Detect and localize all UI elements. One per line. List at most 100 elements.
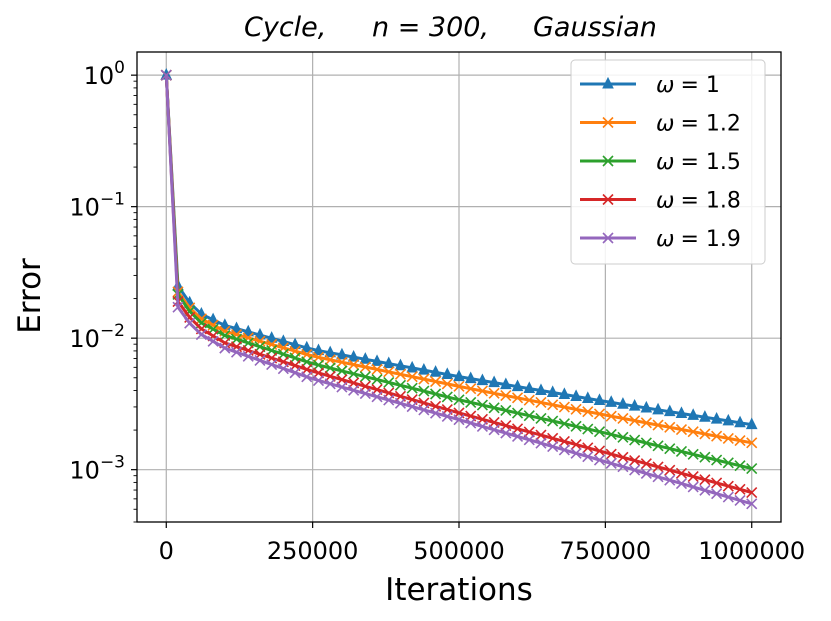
series-0-point-29 — [500, 377, 512, 390]
series-3-point-40 — [629, 454, 641, 467]
series-3-point-33 — [547, 432, 559, 444]
series-0-point-44 — [675, 406, 688, 419]
series-0-point-47 — [710, 411, 723, 424]
series-0-point-11 — [289, 337, 301, 350]
series-3-point-46 — [699, 474, 711, 486]
series-2-point-23 — [430, 388, 442, 400]
series-4-point-43 — [664, 474, 676, 486]
series-3-point-36 — [582, 442, 594, 454]
series-4-point-49 — [734, 494, 746, 507]
series-1-point-45 — [687, 426, 699, 438]
series-1-point-43 — [664, 421, 676, 433]
series-4-point-32 — [535, 437, 547, 449]
series-2-point-32 — [535, 412, 547, 424]
legend-marker-2 — [602, 155, 614, 167]
series-2-point-36 — [582, 423, 594, 435]
series-4-point-31 — [523, 434, 535, 446]
series-4-point-1 — [172, 301, 184, 313]
series-2-point-34 — [558, 418, 570, 430]
series-1-point-28 — [488, 387, 500, 399]
series-4-point-42 — [652, 471, 664, 483]
series-4-point-25 — [453, 414, 465, 426]
series-2-point-22 — [418, 385, 430, 397]
series-4-point-24 — [441, 410, 453, 422]
series-4-point-28 — [488, 424, 500, 436]
series-4-point-39 — [617, 461, 629, 473]
legend-label-0: ω = 1 — [656, 73, 720, 98]
series-0-point-46 — [699, 410, 711, 422]
series-1-point-36 — [582, 406, 594, 418]
series-0-point-42 — [652, 402, 664, 415]
series-4-point-14 — [324, 378, 336, 390]
series-0-point-28 — [488, 375, 500, 388]
series-0-point-24 — [441, 367, 454, 379]
series-3 — [160, 69, 758, 499]
series-2-point-50 — [746, 462, 758, 475]
series-2-point-42 — [652, 440, 664, 452]
series-4-point-34 — [558, 444, 570, 456]
series-4-point-10 — [277, 363, 289, 375]
series-0-point-43 — [663, 404, 676, 417]
series-0-point-21 — [406, 360, 418, 373]
legend-frame — [570, 59, 766, 265]
chart-title-part-1: Cycle, — [244, 12, 326, 43]
legend-item-2: ω = 1.5 — [580, 150, 741, 175]
series-4-point-29 — [500, 427, 512, 439]
series-3-point-32 — [535, 429, 547, 441]
series-4-point-20 — [394, 397, 407, 409]
y-tick-label-1: 10−1 — [69, 190, 125, 222]
series-1-point-25 — [453, 380, 465, 392]
series-1-point-40 — [629, 415, 641, 427]
series-0-point-22 — [418, 362, 430, 375]
series-0-point-9 — [265, 331, 278, 343]
series-4-point-3 — [195, 329, 207, 341]
series-0-point-26 — [464, 371, 477, 384]
series-2-point-21 — [406, 382, 418, 394]
series-2-point-35 — [570, 420, 582, 432]
series-1-point-37 — [593, 408, 606, 420]
series-2-point-13 — [312, 359, 325, 371]
series-1-point-46 — [699, 428, 711, 440]
series-0-point-19 — [382, 356, 395, 369]
series-3-point-45 — [687, 470, 699, 483]
series-2-point-27 — [476, 399, 488, 411]
series-1-point-44 — [675, 423, 688, 436]
legend-marker-1 — [602, 116, 614, 129]
series-4-point-7 — [242, 350, 254, 362]
y-axis-label: Error — [12, 258, 48, 334]
legend-item-4: ω = 1.9 — [580, 227, 741, 252]
series-1-point-42 — [652, 419, 664, 431]
series-2-point-29 — [500, 404, 512, 416]
series-0-point-35 — [570, 389, 582, 402]
series-1-point-17 — [359, 361, 371, 373]
series-0-point-18 — [371, 354, 383, 366]
series-0-point-36 — [581, 391, 594, 403]
series-1-point-50 — [746, 437, 758, 449]
series-4-point-8 — [254, 354, 266, 367]
x-tick-label-3: 750000 — [560, 537, 652, 565]
series-1-point-49 — [734, 435, 746, 447]
series-4-point-17 — [359, 388, 371, 400]
series-2-point-44 — [675, 445, 688, 458]
series-1-point-48 — [722, 432, 734, 444]
series-4 — [160, 69, 758, 510]
series-1-point-35 — [570, 403, 582, 415]
y-tick-label-0: 100 — [84, 58, 125, 90]
series-0-point-23 — [429, 365, 442, 377]
series-2-point-46 — [699, 451, 711, 463]
series-4-point-4 — [207, 335, 219, 347]
series-0-point-45 — [687, 408, 699, 420]
series-3-point-44 — [675, 467, 688, 479]
legend-item-1: ω = 1.2 — [580, 112, 741, 137]
series-4-point-21 — [406, 401, 418, 413]
legend-marker-4 — [602, 232, 614, 244]
series-4-point-18 — [371, 391, 383, 403]
y-tick-label-3: 10−3 — [69, 453, 125, 485]
series-4-point-45 — [687, 481, 699, 493]
series-3-point-49 — [734, 483, 746, 495]
series-2-point-40 — [629, 434, 641, 446]
series-4-point-5 — [219, 342, 231, 354]
series-3-point-50 — [746, 486, 758, 499]
series-4-point-11 — [289, 367, 301, 379]
series-4-point-2 — [184, 317, 196, 329]
